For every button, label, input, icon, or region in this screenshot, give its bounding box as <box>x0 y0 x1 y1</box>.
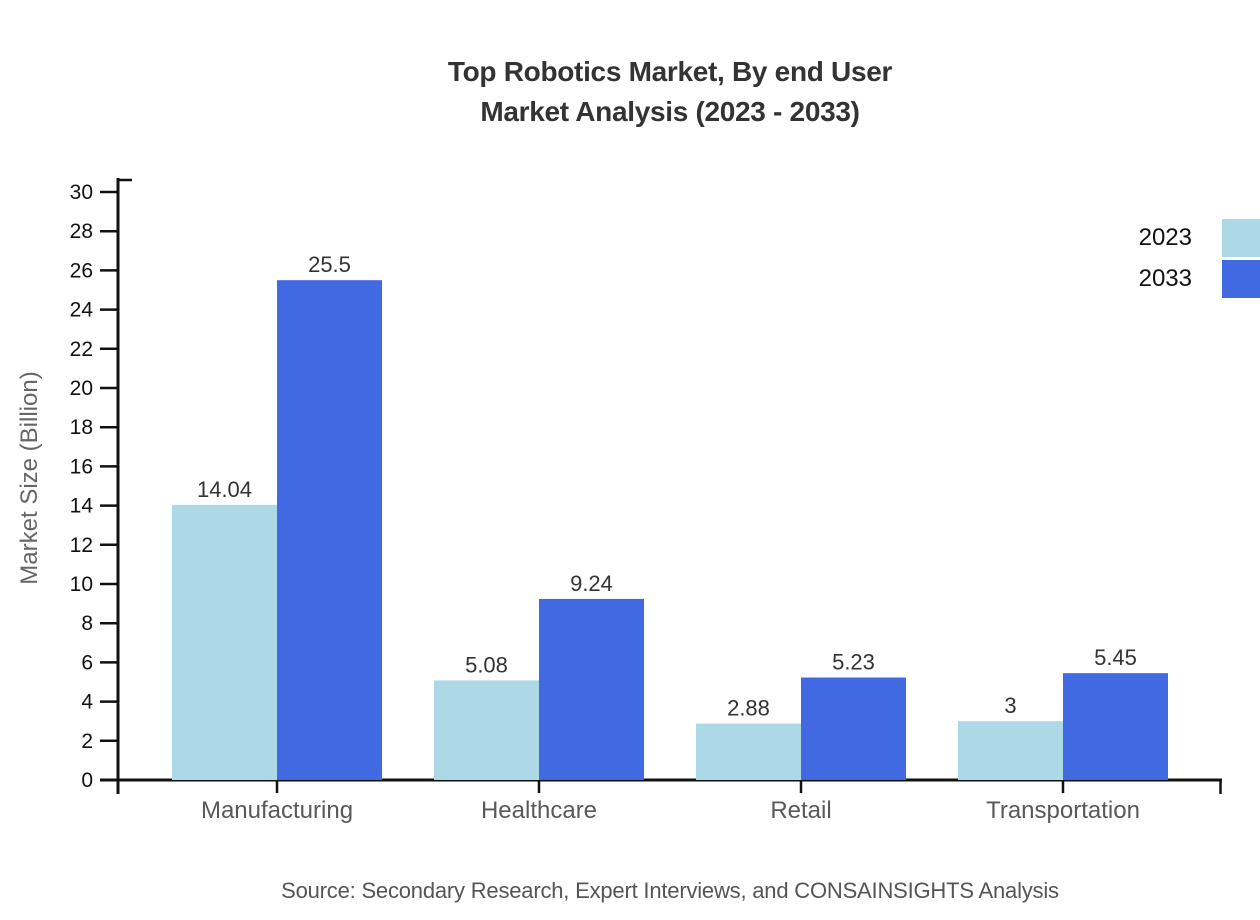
legend-label-2033: 2033 <box>1138 265 1192 292</box>
y-tick-label-16: 16 <box>70 455 93 478</box>
chart-title: Top Robotics Market, By end User Market … <box>80 52 1260 132</box>
category-label-transportation: Transportation <box>986 797 1140 824</box>
chart-title-line1: Top Robotics Market, By end User <box>447 56 893 87</box>
value-label-2023-manufacturing: 14.04 <box>197 477 252 502</box>
legend-item-2033: 2033 <box>1139 260 1260 298</box>
legend-swatch-2033 <box>1222 260 1260 298</box>
bar-2033-manufacturing <box>277 280 382 780</box>
category-label-healthcare: Healthcare <box>481 797 597 824</box>
category-label-manufacturing: Manufacturing <box>201 797 353 824</box>
value-label-2033-retail: 5.23 <box>832 649 875 674</box>
y-tick-label-24: 24 <box>70 299 94 322</box>
y-tick-label-10: 10 <box>70 573 93 596</box>
y-tick-label-26: 26 <box>70 259 93 282</box>
y-tick-label-14: 14 <box>70 495 94 518</box>
value-label-2023-transportation: 3 <box>1004 693 1016 718</box>
y-tick-label-28: 28 <box>70 220 93 243</box>
y-tick-label-20: 20 <box>70 377 93 400</box>
value-label-2033-manufacturing: 25.5 <box>308 252 351 277</box>
source-note: Source: Secondary Research, Expert Inter… <box>281 878 1059 903</box>
y-tick-label-12: 12 <box>70 534 93 557</box>
bar-2023-manufacturing <box>172 504 277 780</box>
legend: 2023 2033 <box>1139 219 1260 301</box>
value-label-2033-transportation: 5.45 <box>1094 645 1137 670</box>
y-tick-label-2: 2 <box>81 730 93 753</box>
bar-2033-retail <box>801 677 906 780</box>
category-label-retail: Retail <box>770 797 831 824</box>
y-tick-label-0: 0 <box>81 769 93 792</box>
value-label-2033-healthcare: 9.24 <box>570 571 613 596</box>
y-tick-label-4: 4 <box>81 691 93 714</box>
y-tick-label-6: 6 <box>81 651 93 674</box>
y-tick-label-22: 22 <box>70 338 93 361</box>
y-tick-label-8: 8 <box>81 612 93 635</box>
value-label-2023-retail: 2.88 <box>727 696 770 721</box>
value-label-2023-healthcare: 5.08 <box>465 652 508 677</box>
bar-2023-healthcare <box>434 680 539 780</box>
bar-2033-healthcare <box>539 598 644 780</box>
legend-swatch-2023 <box>1222 219 1260 257</box>
bar-2023-transportation <box>958 721 1063 780</box>
bar-2033-transportation <box>1063 673 1168 780</box>
legend-label-2023: 2023 <box>1138 224 1192 251</box>
chart-title-line2: Market Analysis (2023 - 2033) <box>480 96 860 127</box>
bar-2023-retail <box>696 723 801 780</box>
y-tick-label-18: 18 <box>70 416 93 439</box>
legend-item-2023: 2023 <box>1139 219 1260 257</box>
y-tick-label-30: 30 <box>70 181 93 204</box>
